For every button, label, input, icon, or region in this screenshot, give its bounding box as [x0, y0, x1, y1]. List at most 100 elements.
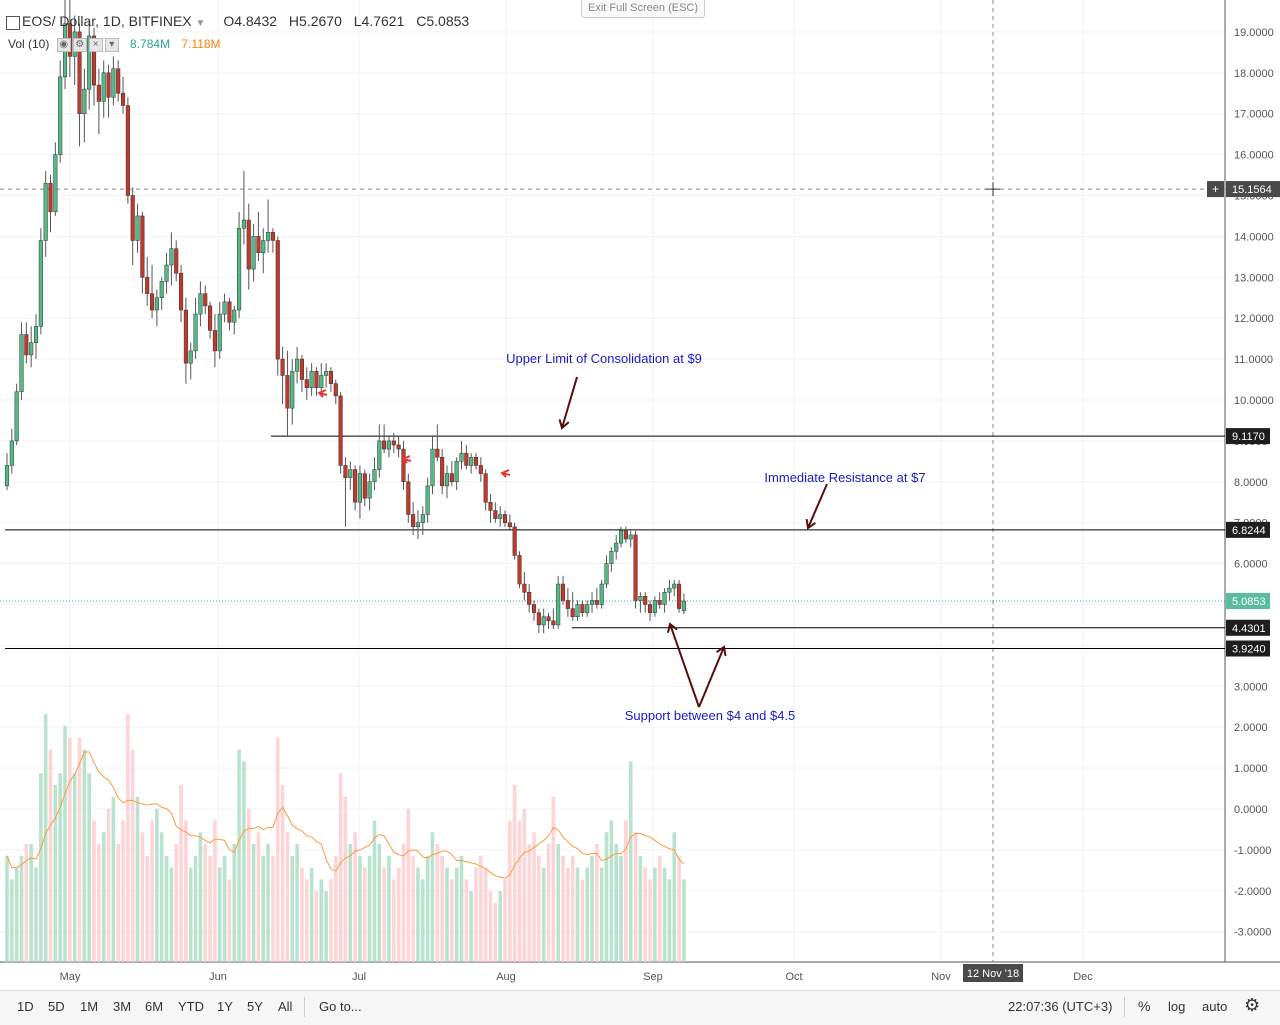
remove-icon[interactable]: ×: [88, 37, 103, 52]
volume-bar: [285, 832, 290, 962]
crosshair-price-label: 15.1564: [1232, 184, 1272, 196]
gear-icon[interactable]: ⚙: [1244, 995, 1261, 1015]
exit-fullscreen-button[interactable]: Exit Full Screen (ESC): [581, 0, 706, 18]
symbol-label[interactable]: EOS: [22, 13, 52, 29]
candle: [251, 224, 256, 282]
y-tick-label: 12.0000: [1234, 313, 1274, 325]
volume-bar: [261, 855, 266, 962]
volume-bar: [382, 867, 386, 962]
candle-body: [338, 395, 343, 466]
x-tick-label: May: [60, 971, 81, 983]
volume-bar: [242, 761, 246, 962]
candle-body: [440, 456, 445, 487]
add-alert-icon[interactable]: [1207, 181, 1224, 198]
volume-bar: [53, 785, 58, 962]
close-value: C5.0853: [416, 13, 470, 29]
candle: [507, 514, 512, 531]
candle-body: [270, 232, 275, 241]
volume-bar: [416, 867, 420, 962]
price-label: 9.1170: [1232, 431, 1265, 443]
range-button-ytd[interactable]: YTD: [178, 999, 204, 1014]
candle-body: [309, 371, 314, 388]
candle: [406, 473, 411, 523]
candle: [285, 350, 290, 437]
range-button-1m[interactable]: 1M: [80, 999, 99, 1014]
y-tick-label: 10.0000: [1234, 395, 1274, 407]
candle: [667, 579, 672, 601]
candle: [222, 293, 227, 323]
horizontal-levels: [0, 435, 1225, 649]
volume-bar: [638, 855, 643, 962]
range-button-3m[interactable]: 3M: [113, 999, 132, 1014]
volume-bar: [450, 879, 454, 962]
candle-body: [208, 305, 213, 331]
candle-body: [290, 371, 295, 409]
x-tick-label: Dec: [1073, 971, 1093, 983]
candle-body: [101, 72, 106, 102]
candle-body: [599, 583, 604, 605]
goto-button[interactable]: Go to...: [319, 999, 362, 1014]
volume-bar: [440, 855, 444, 962]
candle: [217, 301, 222, 360]
settings-icon[interactable]: ⚙: [72, 37, 87, 52]
volume-bar: [435, 844, 440, 962]
candle: [130, 187, 135, 266]
range-button-all[interactable]: All: [278, 999, 293, 1014]
candle-body: [183, 309, 188, 364]
more-icon[interactable]: ▾: [104, 37, 119, 52]
volume-bar: [34, 867, 38, 962]
candle: [585, 600, 590, 617]
y-tick-label: -2.0000: [1234, 886, 1271, 898]
candle-body: [222, 301, 227, 315]
candle: [87, 19, 92, 110]
range-button-5y[interactable]: 5Y: [247, 999, 263, 1014]
crosshair-date-label: 12 Nov '18: [967, 968, 1019, 980]
price-label: 6.8244: [1232, 525, 1266, 537]
candle-body: [125, 105, 130, 196]
x-tick-label: Oct: [785, 971, 802, 983]
volume-bar: [48, 749, 53, 962]
symbol-description[interactable]: Dollar, 1D, BITFINEX: [59, 13, 192, 29]
percent-toggle[interactable]: %: [1138, 998, 1151, 1014]
volume-bar: [179, 785, 183, 962]
dropdown-arrow-icon[interactable]: ▼: [195, 18, 206, 29]
volume-bar: [82, 749, 87, 962]
candle: [367, 473, 372, 511]
volume-bar: [343, 796, 348, 962]
volume-bar: [87, 773, 91, 962]
eye-icon[interactable]: ◉: [56, 37, 71, 52]
candle: [338, 391, 343, 474]
candle-body: [140, 215, 145, 278]
candle: [48, 175, 53, 233]
candle: [150, 265, 155, 319]
candle-body: [261, 240, 266, 253]
volume-bar: [590, 855, 594, 962]
candle: [111, 56, 116, 106]
candle: [502, 510, 508, 527]
collapse-icon[interactable]: [6, 16, 20, 30]
price-label: 5.0853: [1232, 596, 1266, 608]
divider: [1124, 997, 1125, 1017]
range-button-1d[interactable]: 1D: [17, 999, 34, 1014]
range-button-5d[interactable]: 5D: [48, 999, 65, 1014]
candle-body: [633, 534, 638, 601]
auto-toggle[interactable]: auto: [1202, 999, 1228, 1014]
range-button-1y[interactable]: 1Y: [217, 999, 233, 1014]
price-chart[interactable]: May Jun Jul Aug Sep Oct Nov Dec 12 Nov '18 Upper…: [0, 0, 1280, 990]
candle: [652, 596, 657, 617]
candle-body: [9, 440, 14, 466]
range-button-6m[interactable]: 6M: [145, 999, 164, 1014]
candle-body: [19, 334, 24, 393]
log-toggle[interactable]: log: [1168, 999, 1186, 1014]
candle: [125, 97, 130, 204]
volume-bar: [29, 844, 33, 962]
candle-body: [111, 68, 116, 98]
volume-bar: [377, 844, 382, 962]
candle-body: [469, 456, 474, 466]
candle-body: [357, 473, 363, 503]
volume-bar: [392, 879, 396, 962]
y-tick-label: 13.0000: [1234, 272, 1274, 284]
volume-bar: [275, 737, 280, 962]
candle: [469, 453, 474, 474]
x-tick-label: Jul: [352, 971, 366, 983]
